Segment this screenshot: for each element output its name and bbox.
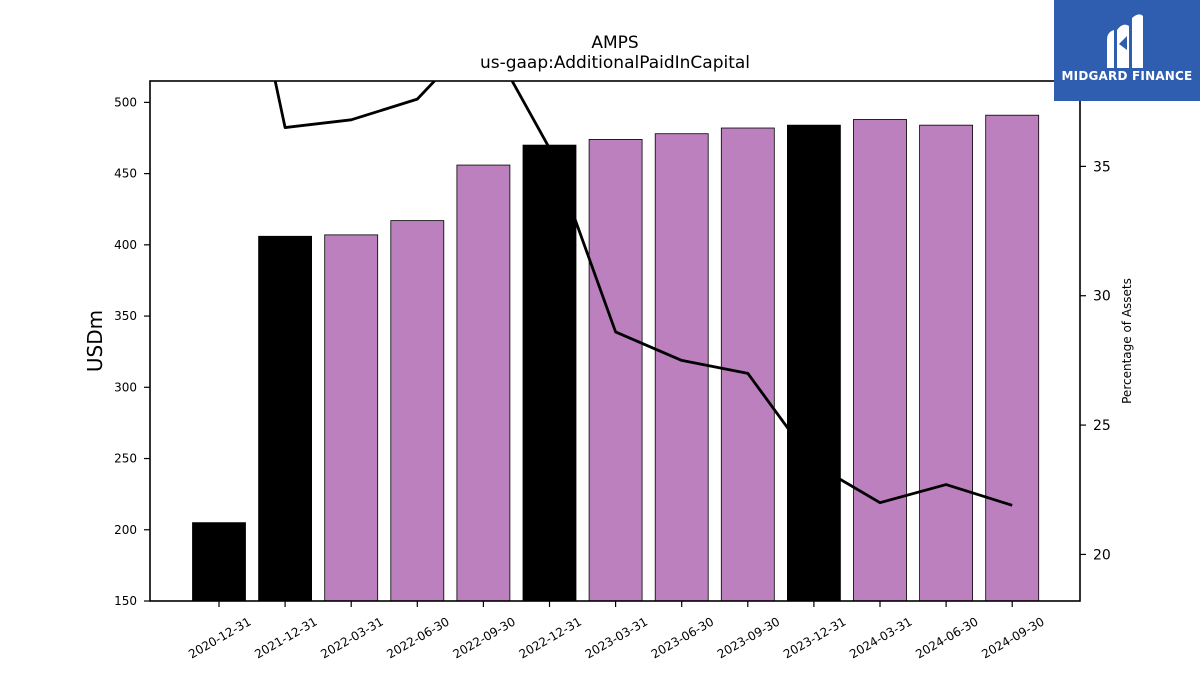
x-tick-label: 2023-12-31 (781, 614, 848, 661)
chart-subtitle: us-gaap:AdditionalPaidInCapital (480, 53, 750, 73)
y2-tick-label: 25 (1093, 418, 1111, 434)
y-tick-label: 400 (114, 238, 137, 252)
x-tick-label: 2023-03-31 (583, 614, 650, 661)
bar (787, 124, 841, 602)
bar (654, 133, 709, 602)
x-tick-label: 2022-03-31 (318, 614, 385, 661)
x-tick-label: 2022-06-30 (384, 614, 451, 661)
y2-axis: 2025303540 (1080, 30, 1111, 563)
x-tick-label: 2020-12-31 (186, 614, 253, 661)
x-tick-label: 2023-06-30 (649, 614, 716, 661)
x-tick-label: 2024-09-30 (979, 614, 1046, 661)
y-tick-label: 350 (114, 309, 137, 323)
y-tick-label: 500 (114, 95, 137, 109)
line-series (273, 81, 1013, 507)
x-tick-label: 2021-12-31 (252, 614, 319, 661)
x-tick-label: 2023-09-30 (715, 614, 782, 661)
bar (985, 114, 1040, 602)
bar (720, 127, 775, 602)
x-tick-label: 2022-12-31 (517, 614, 584, 661)
bar (522, 144, 577, 602)
bar (258, 235, 313, 602)
line-path (273, 81, 1013, 507)
y-tick-label: 300 (114, 380, 137, 394)
bar (853, 119, 907, 602)
y-tick-label: 150 (114, 594, 137, 608)
y2-tick-label: 20 (1093, 547, 1111, 563)
chart-title: AMPS (591, 33, 638, 53)
y-axis: 150 200 250 300 350 400 450 500 (114, 95, 150, 608)
bar (390, 220, 445, 602)
y-tick-label: 200 (114, 523, 137, 537)
y2-tick-label: 30 (1093, 289, 1111, 305)
y-tick-label: 250 (114, 452, 137, 466)
y-axis-label: USDm (83, 310, 107, 372)
x-tick-label: 2024-06-30 (913, 614, 980, 661)
y-tick-label: 450 (114, 167, 137, 181)
midgard-finance-logo: MIDGARD FINANCE (1054, 0, 1200, 101)
bar (192, 522, 246, 602)
y2-tick-label: 35 (1093, 159, 1111, 175)
x-tick-label: 2024-03-31 (847, 614, 914, 661)
x-axis: 2020-12-312021-12-312022-03-312022-06-30… (186, 601, 1047, 661)
bar (588, 139, 643, 602)
x-tick-label: 2022-09-30 (450, 614, 517, 661)
bar (456, 164, 511, 602)
bar-series (192, 114, 1040, 602)
logo-mark-icon (1107, 14, 1143, 69)
y2-axis-label: Percentage of Assets (1120, 278, 1134, 404)
logo-text: MIDGARD FINANCE (1061, 69, 1193, 83)
bar (919, 124, 973, 602)
bar (324, 234, 379, 602)
